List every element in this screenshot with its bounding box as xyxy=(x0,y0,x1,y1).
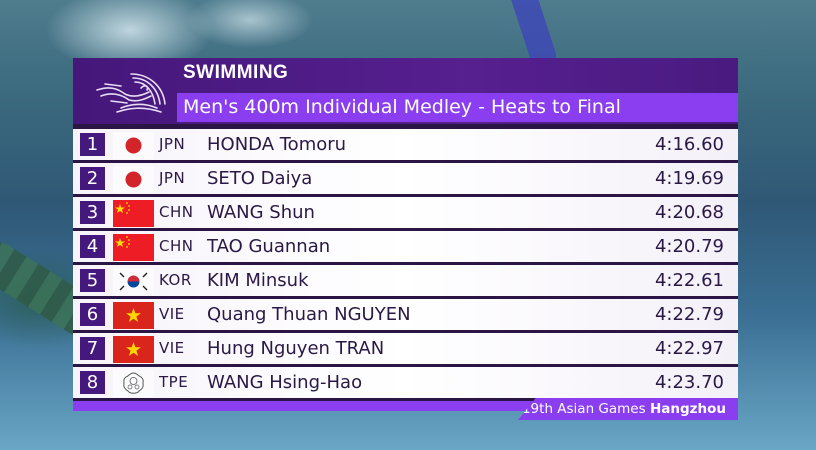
athlete-name: Quang Thuan NGUYEN xyxy=(207,304,411,325)
athlete-name: SETO Daiya xyxy=(207,168,313,189)
rank-badge: 1 xyxy=(80,133,105,156)
athlete-name: WANG Hsing-Hao xyxy=(207,372,363,393)
vietnam-flag-icon xyxy=(113,302,154,329)
results-board: SWIMMING Men's 400m Individual Medley - … xyxy=(73,58,738,411)
result-row: 1 JPN HONDA Tomoru 4:16.60 xyxy=(73,128,738,160)
result-row: 8 TPE WANG Hsing-Hao 4:23.70 xyxy=(73,366,738,398)
result-row: 5 KOR KIM Minsuk 4:22.61 xyxy=(73,264,738,296)
rank-badge: 6 xyxy=(80,303,105,326)
result-time: 4:16.60 xyxy=(654,134,724,155)
country-code: CHN xyxy=(159,203,194,221)
country-code: CHN xyxy=(159,237,194,255)
rank-badge: 8 xyxy=(80,371,105,394)
country-code: VIE xyxy=(159,339,185,357)
rank-badge: 7 xyxy=(80,337,105,360)
country-code: JPN xyxy=(159,169,186,187)
athlete-name: WANG Shun xyxy=(207,202,315,223)
rank-badge: 5 xyxy=(80,269,105,292)
country-code: VIE xyxy=(159,305,185,323)
swimming-pictogram-icon xyxy=(96,73,166,113)
result-time: 4:23.70 xyxy=(654,372,724,393)
event-title: Men's 400m Individual Medley - Heats to … xyxy=(177,93,738,122)
board-header: SWIMMING Men's 400m Individual Medley - … xyxy=(73,58,738,124)
rank-badge: 3 xyxy=(80,201,105,224)
chinese-taipei-flag-icon xyxy=(113,370,154,397)
korea-flag-icon xyxy=(113,268,154,295)
result-time: 4:20.68 xyxy=(654,202,724,223)
country-code: TPE xyxy=(159,373,189,391)
result-time: 4:22.97 xyxy=(654,338,724,359)
result-row: 3 CHN WANG Shun 4:20.68 xyxy=(73,196,738,228)
athlete-name: Hung Nguyen TRAN xyxy=(207,338,385,359)
games-city: Hangzhou xyxy=(649,401,726,417)
athlete-name: KIM Minsuk xyxy=(207,270,309,291)
result-time: 4:22.61 xyxy=(654,270,724,291)
japan-flag-icon xyxy=(113,166,154,193)
result-time: 4:22.79 xyxy=(654,304,724,325)
results-list: 1 JPN HONDA Tomoru 4:16.60 2 JPN SETO Da… xyxy=(73,124,738,398)
games-name: 19th Asian Games xyxy=(521,401,646,417)
games-branding: 19th Asian Games Hangzhou xyxy=(518,398,738,420)
rank-badge: 2 xyxy=(80,167,105,190)
result-row: 7 VIE Hung Nguyen TRAN 4:22.97 xyxy=(73,332,738,364)
country-code: KOR xyxy=(159,271,192,289)
result-row: 2 JPN SETO Daiya 4:19.69 xyxy=(73,162,738,194)
result-row: 6 VIE Quang Thuan NGUYEN 4:22.79 xyxy=(73,298,738,330)
result-row: 4 CHN TAO Guannan 4:20.79 xyxy=(73,230,738,262)
athlete-name: HONDA Tomoru xyxy=(207,134,347,155)
rank-badge: 4 xyxy=(80,235,105,258)
vietnam-flag-icon xyxy=(113,336,154,363)
result-time: 4:20.79 xyxy=(654,236,724,257)
sport-title: SWIMMING xyxy=(183,62,289,83)
athlete-name: TAO Guannan xyxy=(207,236,331,257)
china-flag-icon xyxy=(113,200,154,227)
country-code: JPN xyxy=(159,135,186,153)
japan-flag-icon xyxy=(113,132,154,159)
china-flag-icon xyxy=(113,234,154,261)
result-time: 4:19.69 xyxy=(654,168,724,189)
